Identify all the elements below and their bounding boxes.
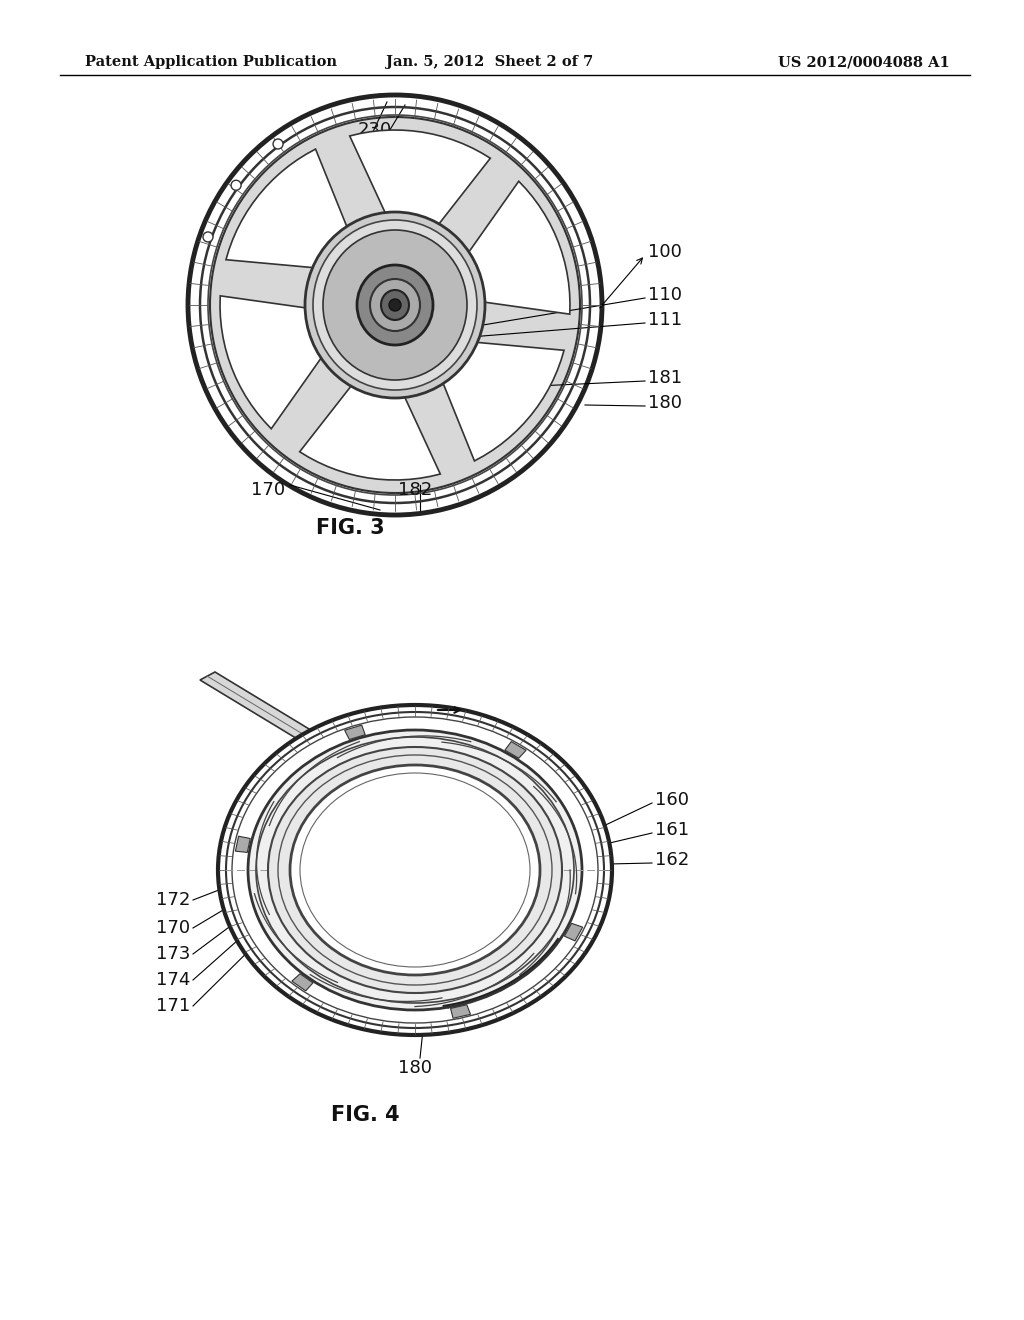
- Text: 180: 180: [398, 1059, 432, 1077]
- Text: 170: 170: [251, 480, 285, 499]
- Ellipse shape: [273, 139, 283, 149]
- Ellipse shape: [381, 290, 409, 319]
- Text: 180: 180: [648, 393, 682, 412]
- Text: 182: 182: [398, 480, 432, 499]
- Polygon shape: [467, 181, 570, 314]
- Ellipse shape: [389, 300, 401, 312]
- Text: 100: 100: [648, 243, 682, 261]
- Polygon shape: [441, 342, 564, 461]
- Ellipse shape: [218, 705, 612, 1035]
- Text: FIG. 4: FIG. 4: [331, 1105, 399, 1125]
- Polygon shape: [200, 672, 385, 783]
- Polygon shape: [451, 1005, 470, 1018]
- Text: 181: 181: [648, 370, 682, 387]
- Text: 174: 174: [156, 972, 190, 989]
- Text: 170: 170: [156, 919, 190, 937]
- Text: 172: 172: [156, 891, 190, 909]
- Ellipse shape: [210, 117, 580, 492]
- Polygon shape: [564, 924, 583, 941]
- Text: 161: 161: [655, 821, 689, 840]
- Text: 173: 173: [156, 945, 190, 964]
- Ellipse shape: [231, 181, 241, 190]
- Text: 160: 160: [655, 791, 689, 809]
- Ellipse shape: [323, 230, 467, 380]
- Ellipse shape: [268, 747, 562, 993]
- Polygon shape: [226, 149, 348, 268]
- Polygon shape: [236, 837, 250, 853]
- Polygon shape: [345, 725, 366, 739]
- Ellipse shape: [313, 220, 477, 389]
- Ellipse shape: [290, 766, 540, 975]
- Text: 162: 162: [655, 851, 689, 869]
- Ellipse shape: [370, 279, 420, 331]
- Text: 110: 110: [648, 286, 682, 304]
- Text: 111: 111: [648, 312, 682, 329]
- Text: Jan. 5, 2012  Sheet 2 of 7: Jan. 5, 2012 Sheet 2 of 7: [386, 55, 594, 69]
- Text: 230: 230: [358, 121, 392, 139]
- Text: Patent Application Publication: Patent Application Publication: [85, 55, 337, 69]
- Polygon shape: [292, 974, 313, 991]
- Ellipse shape: [203, 232, 213, 242]
- Text: 171: 171: [156, 997, 190, 1015]
- Polygon shape: [300, 383, 440, 480]
- Ellipse shape: [305, 213, 485, 399]
- Ellipse shape: [248, 730, 582, 1010]
- Polygon shape: [220, 296, 323, 429]
- Polygon shape: [350, 131, 490, 227]
- Ellipse shape: [188, 95, 602, 515]
- Ellipse shape: [357, 265, 433, 345]
- Text: FIG. 3: FIG. 3: [315, 517, 384, 539]
- Polygon shape: [505, 742, 526, 758]
- Text: US 2012/0004088 A1: US 2012/0004088 A1: [778, 55, 950, 69]
